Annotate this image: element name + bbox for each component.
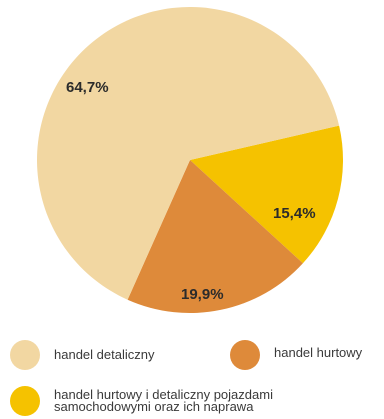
legend-label-pojazdy: handel hurtowy i detaliczny pojazdami sa…: [54, 387, 273, 414]
slice-value-label-1: 19,9%: [181, 286, 224, 303]
pie-slice-detaliczny: [37, 7, 340, 300]
legend-label-handel-hurtowy: handel hurtowy: [274, 345, 363, 360]
pie-slice-pojazdy: [190, 125, 344, 264]
legend-swatch-pojazdy: [10, 386, 40, 416]
legend-item-pojazdy: handel hurtowy i detaliczny pojazdami sa…: [10, 386, 273, 416]
slice-value-label-2: 15,4%: [273, 205, 316, 222]
legend-swatch-handel-detaliczny: [10, 340, 40, 370]
slice-value-label-0: 64,7%: [66, 79, 109, 96]
pie-slice-hurtowy: [127, 160, 303, 314]
legend-item-handel-hurtowy: handel hurtowy: [230, 340, 362, 370]
pie-chart: 64,7% 19,9% 15,4%: [37, 7, 344, 314]
legend-item-handel-detaliczny: handel detaliczny: [10, 340, 154, 370]
legend-swatch-handel-hurtowy: [230, 340, 260, 370]
legend-label-handel-detaliczny: handel detaliczny: [54, 347, 155, 362]
